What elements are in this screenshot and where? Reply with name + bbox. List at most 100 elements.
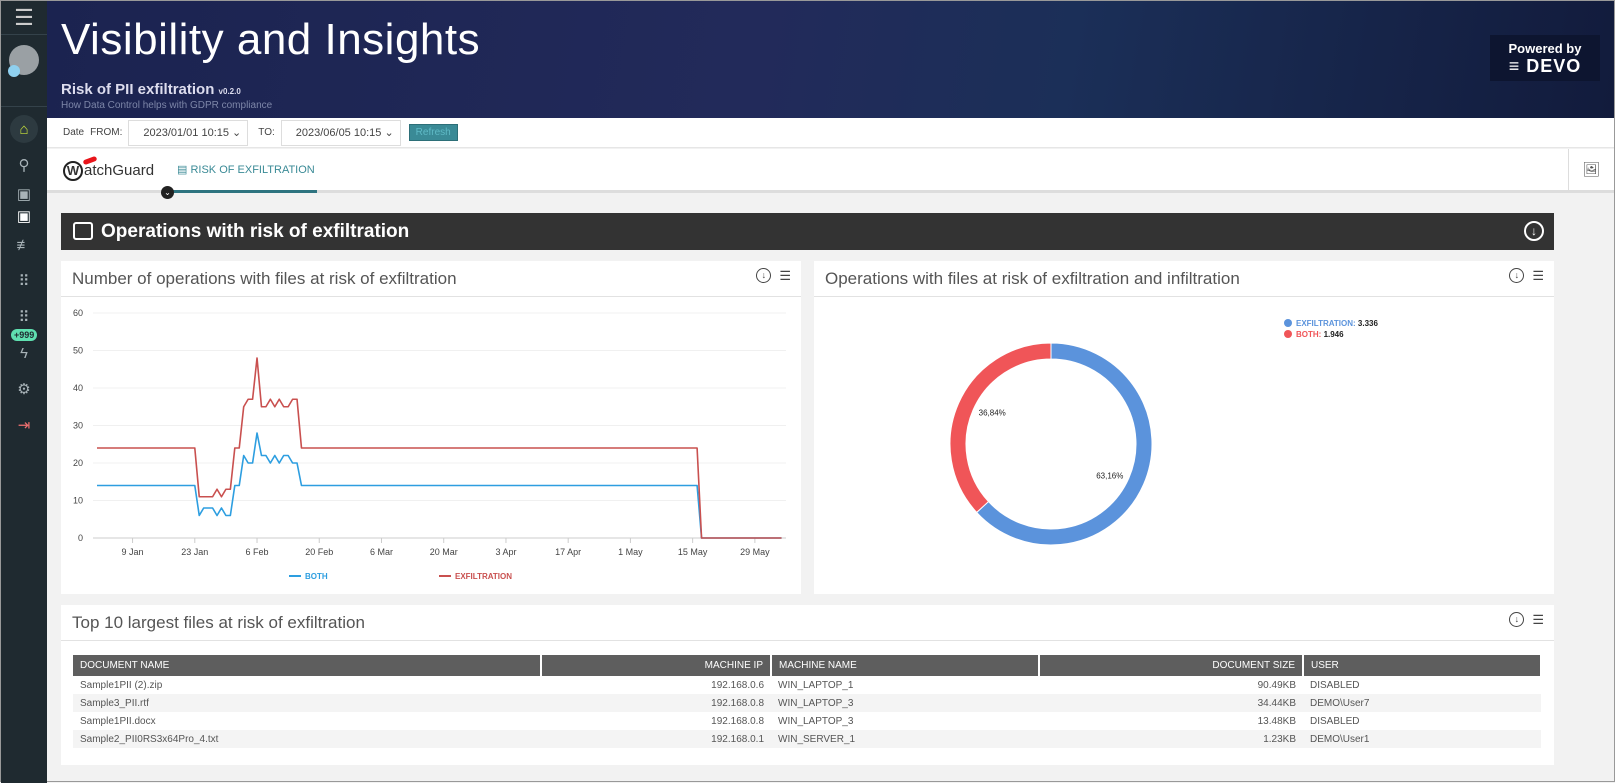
version: v0.2.0 [218,87,241,96]
table-panel: Top 10 largest files at risk of exfiltra… [61,605,1554,765]
series-line-exfiltration [97,357,782,539]
menu-icon[interactable]: ☰ [1,1,47,35]
legend-item[interactable]: BOTH: 1.946 [1296,330,1344,339]
tab-icon: ▤ [177,164,188,176]
document-name-cell: Sample2_PII0RS3x64Pro_4.txt [73,730,541,748]
document-size-cell: 34.44KB [1039,694,1303,712]
download-icon[interactable]: ↓ [1509,268,1525,283]
user-cell: DEMO\User1 [1303,730,1541,748]
to-date-select[interactable]: 2023/06/05 10:15 ⌄ [280,119,401,146]
x-tick-label: 3 Apr [495,547,516,557]
col-machine-ip[interactable]: MACHINE IP [541,655,772,676]
line-chart-panel: Number of operations with files at risk … [61,261,801,594]
legend-label[interactable]: EXFILTRATION [455,572,512,581]
notification-badge: +999 [11,329,38,341]
gear-icon[interactable]: ⚙ [17,381,31,398]
y-tick-label: 60 [73,308,83,318]
active-tab-indicator [167,190,317,193]
donut-slice-both[interactable] [949,342,1052,514]
slice-percent-label: 63,16% [1096,472,1123,481]
tab-risk-of-exfiltration[interactable]: ▤ RISK OF EXFILTRATION [177,163,315,176]
dashboard-active-icon[interactable]: ▣ [16,208,32,225]
download-icon[interactable]: ↓ [1524,221,1544,241]
panel-title: Top 10 largest files at risk of exfiltra… [72,613,365,632]
download-icon[interactable]: ↓ [756,268,772,283]
x-tick-label: 20 Feb [305,547,333,557]
user-cell: DISABLED [1310,715,1360,727]
document-name-cell: Sample1PII.docx [80,715,156,727]
machine-name-cell: WIN_SERVER_1 [771,730,1039,748]
home-icon[interactable]: ⌂ [1,111,47,147]
pie-chart-panel: Operations with files at risk of exfiltr… [814,261,1554,594]
legend-dot [1284,330,1292,338]
brand-text: DEVO [1526,56,1582,76]
description: How Data Control helps with GDPR complia… [61,100,273,111]
x-tick-label: 17 Apr [555,547,581,557]
table-row[interactable]: Sample1PII.docx 192.168.0.8 WIN_LAPTOP_3 13… [73,712,1541,730]
page-title: Visibility and Insights [61,15,481,64]
x-tick-label: 29 May [740,547,770,557]
grid-icon[interactable]: ⠿ [18,273,30,290]
menu-icon[interactable]: ☰ [1532,268,1544,283]
bolt-icon[interactable]: +999 ϟ [1,329,47,371]
powered-by-label: Powered by [1508,41,1582,56]
document-name-cell: Sample3_PII.rtf [73,694,541,712]
x-tick-label: 6 Mar [370,547,393,557]
legend-label[interactable]: BOTH [305,572,328,581]
from-label: FROM: [90,127,123,138]
download-icon[interactable]: ↓ [1509,612,1525,627]
x-tick-label: 9 Jan [122,547,144,557]
sliders-icon[interactable]: ≢ [16,236,32,254]
machine-name-cell: WIN_LAPTOP_3 [778,715,854,727]
machine-ip-cell: 192.168.0.8 [541,694,771,712]
section-title: Operations with risk of exfiltration [101,220,410,242]
table-row[interactable]: Sample1PII (2).zip 192.168.0.6 WIN_LAPTOP_… [73,676,1541,694]
subtitle: Risk of PII exfiltration v0.2.0 [61,81,241,98]
user-cell: DISABLED [1310,679,1360,691]
panel-title: Operations with files at risk of exfiltr… [825,269,1240,288]
avatar[interactable] [1,35,47,107]
y-tick-label: 10 [73,496,83,506]
table-row[interactable]: Sample3_PII.rtf 192.168.0.8 WIN_LAPTOP_3 34… [73,694,1541,712]
table-row[interactable]: Sample2_PII0RS3x64Pro_4.txt 192.168.0.1 WI… [73,730,1541,748]
image-export-icon[interactable]: 🖼 [1568,149,1614,190]
col-document-name[interactable]: DOCUMENT NAME [73,655,542,676]
dashboard-icon[interactable]: ▣ [16,186,32,203]
document-size-cell: 13.48KB [1257,715,1296,727]
tab-label: RISK OF EXFILTRATION [190,164,315,176]
y-tick-label: 50 [73,346,83,356]
to-date-value: 2023/06/05 10:15 [295,126,382,139]
col-machine-name[interactable]: MACHINE NAME [771,655,1040,676]
powered-by-devo-logo: Powered by ≡ DEVO [1490,35,1600,81]
document-size-cell: 1.23KB [1039,730,1303,748]
document-size-cell: 90.49KB [1257,679,1296,691]
search-icon[interactable]: ⚲ [18,157,30,174]
refresh-button[interactable]: Refresh [408,124,458,141]
panel-title: Number of operations with files at risk … [72,269,457,288]
legend-item[interactable]: EXFILTRATION: 3.336 [1296,319,1378,328]
menu-icon[interactable]: ☰ [779,268,791,283]
y-tick-label: 30 [73,421,83,431]
logout-icon[interactable]: ⇥ [17,417,31,434]
col-user[interactable]: USER [1303,655,1542,676]
chevron-down-icon: ⌄ [232,127,242,139]
subtitle-text: Risk of PII exfiltration [61,81,215,98]
slice-percent-label: 36,84% [979,408,1006,417]
series-line-both [97,432,782,539]
machine-name-cell: WIN_LAPTOP_3 [771,694,1039,712]
files-table: DOCUMENT NAME MACHINE IP MACHINE NAME DO… [73,655,1542,748]
header: Visibility and Insights Risk of PII exfi… [47,1,1614,118]
from-date-select[interactable]: 2023/01/01 10:15 ⌄ [128,119,249,146]
y-tick-label: 40 [73,383,83,393]
col-document-size[interactable]: DOCUMENT SIZE [1039,655,1304,676]
collapse-chevron-icon[interactable]: ⌄ [161,186,174,199]
machine-ip-cell: 192.168.0.6 [711,679,764,691]
grid-icon[interactable]: ⠿ [18,309,30,326]
date-label: Date [63,127,85,138]
section-header: Operations with risk of exfiltration ↓ [61,213,1554,250]
from-date-value: 2023/01/01 10:15 [143,126,229,139]
menu-icon[interactable]: ☰ [1532,612,1544,627]
y-tick-label: 0 [78,533,83,543]
